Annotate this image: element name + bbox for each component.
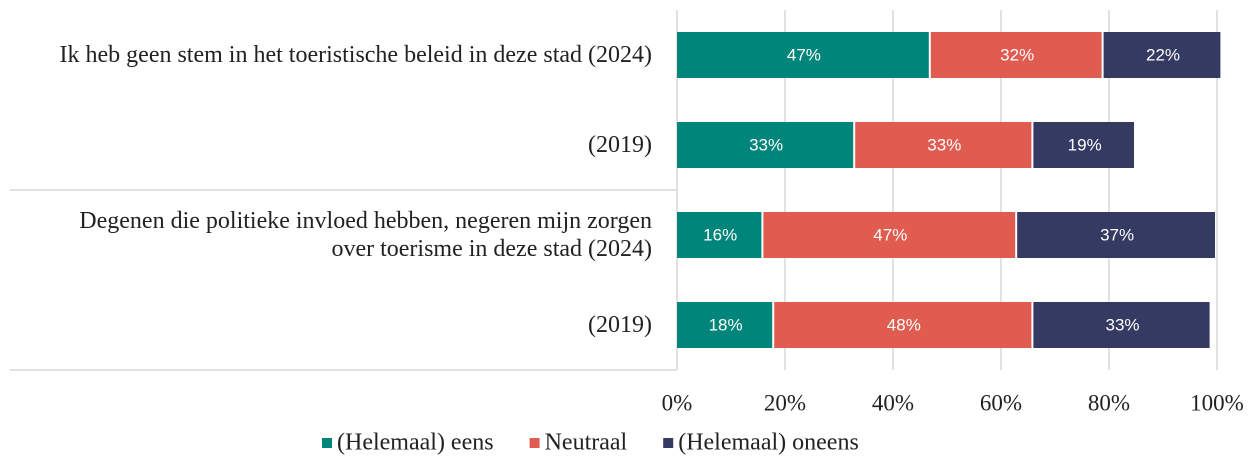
bar-segment bbox=[774, 302, 1032, 348]
category-label: (2019) bbox=[588, 132, 652, 158]
data-label: 47% bbox=[873, 225, 907, 244]
x-tick-label: 0% bbox=[662, 390, 693, 415]
data-label: 33% bbox=[749, 135, 783, 154]
data-label: 19% bbox=[1068, 135, 1102, 154]
legend-swatch bbox=[322, 438, 332, 448]
legend-swatch bbox=[529, 438, 540, 448]
data-label: 48% bbox=[887, 315, 921, 334]
x-tick-label: 60% bbox=[980, 390, 1022, 415]
x-tick-label: 100% bbox=[1190, 390, 1244, 415]
legend-label: (Helemaal) oneens bbox=[678, 430, 859, 456]
data-label: 32% bbox=[1000, 45, 1034, 64]
category-label: (2019) bbox=[588, 312, 652, 338]
x-tick-label: 20% bbox=[764, 390, 806, 415]
data-label: 47% bbox=[787, 45, 821, 64]
bar-segment bbox=[677, 302, 773, 348]
legend-swatch bbox=[663, 438, 674, 448]
data-label: 33% bbox=[927, 135, 961, 154]
bar-segment bbox=[930, 32, 1102, 78]
legend-label: (Helemaal) eens bbox=[337, 430, 494, 456]
bar-segment bbox=[677, 32, 929, 78]
x-tick-label: 80% bbox=[1088, 390, 1130, 415]
x-tick-label: 40% bbox=[872, 390, 914, 415]
data-label: 37% bbox=[1100, 225, 1134, 244]
bar-segment bbox=[677, 212, 762, 258]
data-label: 18% bbox=[709, 315, 743, 334]
data-label: 22% bbox=[1146, 45, 1180, 64]
bar-segment bbox=[855, 122, 1032, 168]
legend-label: Neutraal bbox=[545, 430, 628, 456]
bar-segment bbox=[1017, 212, 1215, 258]
bar-segment bbox=[1103, 32, 1221, 78]
data-label: 16% bbox=[703, 225, 737, 244]
bar-segment bbox=[763, 212, 1016, 258]
data-label: 33% bbox=[1105, 315, 1139, 334]
bar-segment bbox=[1033, 302, 1210, 348]
bar-segment bbox=[677, 122, 854, 168]
category-label: Degenen die politieke invloed hebben, ne… bbox=[79, 208, 652, 262]
bar-segment bbox=[1033, 122, 1134, 168]
category-label: Ik heb geen stem in het toeristische bel… bbox=[59, 42, 652, 68]
